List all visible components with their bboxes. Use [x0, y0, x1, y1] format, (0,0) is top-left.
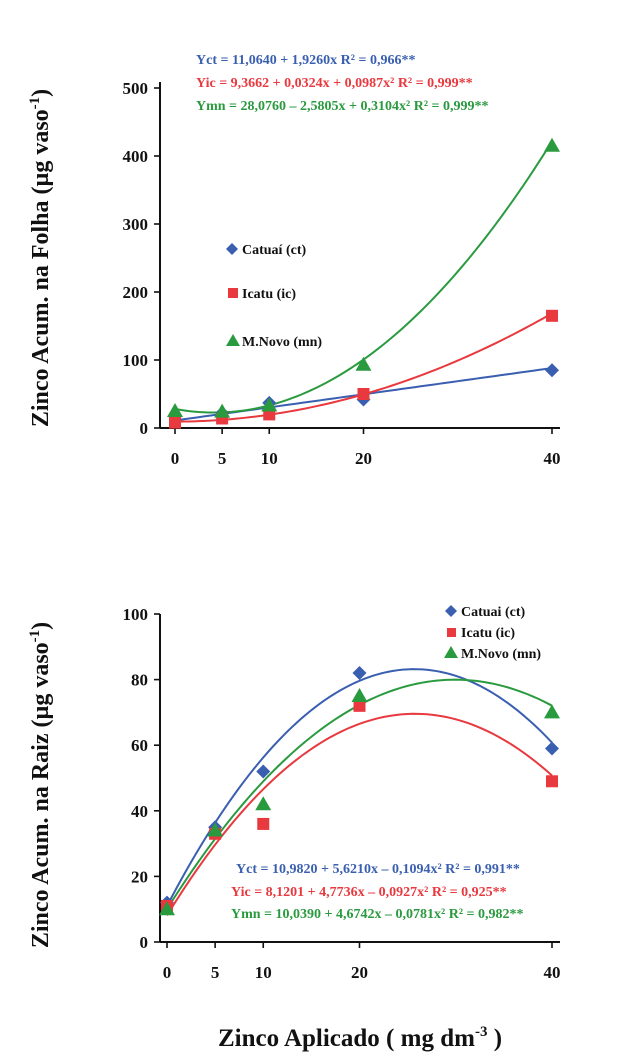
data-point-ct: [352, 666, 367, 681]
y-tick-label: 0: [140, 933, 149, 952]
top-legend-item-ic: Icatu (ic): [228, 287, 296, 302]
data-point-mn: [159, 901, 175, 916]
data-point-mn: [207, 822, 224, 837]
data-point-mn: [255, 796, 272, 811]
bottom-legend-item-ic: Icatu (ic): [447, 626, 515, 641]
top-legend-item-ct: Catuaí (ct): [226, 243, 306, 258]
y-tick-label: 300: [123, 215, 149, 234]
bottom-legend-item-ct: Catuai (ct): [445, 605, 525, 620]
data-point-mn: [214, 403, 231, 418]
data-point-ic: [546, 309, 558, 322]
y-tick-label: 80: [131, 671, 148, 690]
data-point-mn: [544, 704, 560, 719]
x-tick-label: 5: [218, 449, 227, 468]
x-tick-label: 20: [351, 963, 368, 982]
top-equation-ct: Yct = 11,0640 + 1,9260x R² = 0,966**: [196, 53, 415, 68]
top-legend-label-mn: M.Novo (mn): [242, 335, 322, 350]
bottom-ylabel: Zinco Acum. na Raiz (µg vaso-1): [27, 622, 54, 948]
top-legend-label-ct: Catuaí (ct): [242, 243, 306, 258]
x-tick-label: 0: [163, 963, 172, 982]
top-ylabel: Zinco Acum. na Folha (µg vaso-1): [27, 89, 54, 427]
bottom-equations: Yct = 10,9820 + 5,6210x – 0,1094x² R² = …: [231, 862, 524, 922]
x-tick-label: 40: [544, 963, 561, 982]
data-point-mn: [167, 403, 183, 417]
data-point-ic: [353, 699, 366, 712]
data-point-ct: [545, 741, 559, 756]
fit-curve-ct: [166, 668, 553, 907]
bottom-panel: Zinco Acum. na Raiz (µg vaso-1) 0 20 40 60 8…: [27, 605, 561, 982]
data-point-ic: [546, 775, 558, 788]
top-legend-triangle-icon: [226, 334, 240, 346]
top-panel: Zinco Acum. na Folha (µg vaso-1) 0100200…: [27, 53, 561, 468]
bottom-equation-ct: Yct = 10,9820 + 5,6210x – 0,1094x² R² = …: [236, 862, 520, 877]
data-point-ct: [545, 363, 559, 378]
bottom-y-ticks: 0 20 40 60 80 100: [123, 605, 160, 952]
bottom-equation-ic: Yic = 8,1201 + 4,7736x – 0,0927x² R² = 0…: [231, 885, 507, 900]
fit-curve-mn: [174, 140, 553, 414]
y-tick-label: 500: [123, 79, 149, 98]
bottom-legend-label-mn: M.Novo (mn): [461, 647, 541, 662]
x-tick-label: 5: [211, 963, 220, 982]
y-tick-label: 100: [123, 605, 149, 624]
y-tick-label: 100: [123, 351, 149, 370]
data-point-mn: [351, 688, 368, 702]
data-point-ct: [256, 764, 271, 779]
bottom-equation-mn: Ymn = 10,0390 + 4,6742x – 0,0781x² R² = …: [231, 907, 524, 922]
bottom-legend-triangle-icon: [444, 646, 458, 658]
x-tick-label: 40: [544, 449, 561, 468]
top-x-ticks: 0 5 10 20 40: [171, 428, 561, 468]
bottom-legend-diamond-icon: [445, 605, 457, 617]
x-tick-label: 20: [355, 449, 372, 468]
top-legend-label-ic: Icatu (ic): [242, 287, 296, 302]
top-data-points: [167, 137, 560, 429]
top-legend-diamond-icon: [226, 243, 238, 255]
x-tick-label: 10: [255, 963, 272, 982]
fit-curve-ic: [166, 712, 553, 916]
top-equation-mn: Ymn = 28,0760 – 2,5805x + 0,3104x² R² = …: [196, 99, 489, 114]
y-tick-label: 40: [131, 802, 148, 821]
x-axis-label: Zinco Aplicado ( mg dm-3 ): [218, 1024, 502, 1052]
top-fit-curves: [174, 140, 553, 423]
bottom-legend-item-mn: M.Novo (mn): [444, 646, 541, 662]
data-point-ic: [357, 388, 370, 400]
bottom-data-points: [159, 666, 560, 916]
top-equation-ic: Yic = 9,3662 + 0,0324x + 0,0987x² R² = 0…: [196, 76, 473, 91]
y-tick-label: 200: [123, 283, 149, 302]
bottom-x-ticks: 0 5 10 20 40: [163, 942, 561, 982]
x-tick-label: 0: [171, 449, 180, 468]
bottom-legend-label-ct: Catuai (ct): [461, 605, 525, 620]
data-point-ic: [169, 416, 181, 429]
y-tick-label: 60: [131, 736, 148, 755]
bottom-legend: Catuai (ct) Icatu (ic) M.Novo (mn): [444, 605, 541, 662]
y-tick-label: 20: [131, 867, 148, 886]
data-point-mn: [544, 137, 560, 152]
data-point-mn: [355, 356, 372, 371]
data-point-ic: [257, 817, 270, 830]
top-y-ticks: 0 100 200 300 400 500: [123, 79, 160, 438]
bottom-legend-label-ic: Icatu (ic): [461, 626, 515, 641]
bottom-legend-square-icon: [447, 628, 456, 637]
y-tick-label: 400: [123, 147, 149, 166]
top-legend: Catuaí (ct) Icatu (ic) M.Novo (mn): [226, 243, 322, 350]
top-equations: Yct = 11,0640 + 1,9260x R² = 0,966** Yic…: [196, 53, 489, 114]
x-tick-label: 10: [261, 449, 278, 468]
top-legend-square-icon: [228, 288, 238, 298]
y-tick-label: 0: [140, 419, 149, 438]
top-legend-item-mn: M.Novo (mn): [226, 334, 322, 350]
data-point-mn: [261, 397, 278, 412]
